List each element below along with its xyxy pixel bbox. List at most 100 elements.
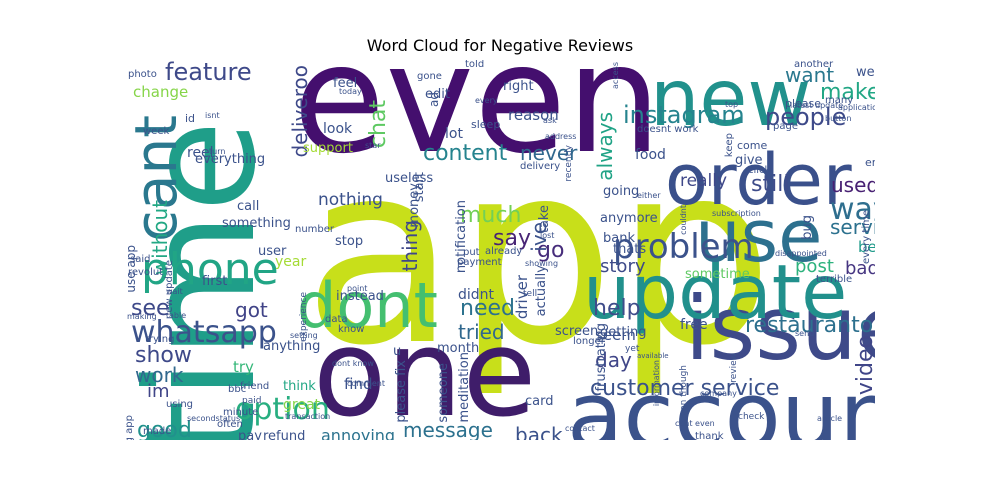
word-every: every (475, 96, 498, 105)
word-u: u (393, 344, 402, 359)
word-comment: comment (347, 379, 386, 388)
word-first: first (202, 274, 228, 289)
word-thank: thank (695, 431, 724, 441)
word-getting: getting (600, 325, 647, 340)
word-reel: reel (187, 145, 214, 161)
word-lost: lost (540, 231, 555, 240)
word-data: data (325, 314, 348, 325)
word-check: check (738, 412, 765, 422)
word-able: able (169, 311, 187, 320)
word-need: need (460, 296, 515, 321)
word-seem: seem (595, 326, 636, 344)
word-number: number (295, 224, 335, 235)
word-option: option (235, 392, 330, 427)
word-back: back (515, 423, 563, 440)
word-try: try (233, 358, 254, 376)
word-bbc: bbc (228, 384, 247, 395)
word-think: think (283, 379, 316, 394)
word-thats: thats (613, 242, 647, 257)
word-useless: useless (385, 171, 434, 186)
word-restauranto: restauranto (745, 313, 874, 338)
word-already: already (485, 246, 523, 257)
word-better: better (858, 238, 875, 256)
word-feature: feature (165, 60, 252, 86)
word-way: way (830, 192, 875, 227)
word-give: give (735, 153, 763, 168)
word-user: user (258, 244, 287, 259)
word-story: story (600, 256, 646, 277)
word-phone: phone (141, 244, 279, 295)
word-card: card (525, 394, 554, 409)
word-sometime: sometime (685, 267, 750, 282)
word-etc: etc (790, 437, 802, 441)
word-click: click (748, 165, 771, 176)
word-week: week (143, 126, 170, 137)
word-instagram: instagram (623, 101, 745, 129)
word-well: well (856, 65, 875, 80)
word-made: made (143, 426, 172, 437)
word-show: show (135, 343, 192, 368)
word-video: video (853, 335, 875, 396)
word-screen: screen (555, 324, 599, 339)
word-look: look (323, 121, 353, 137)
word-app: app (303, 109, 774, 400)
word-right: right (503, 79, 534, 94)
word-good: good (137, 418, 192, 441)
word-address: address (545, 132, 577, 141)
word-payment: payment (457, 257, 502, 268)
word-revolut: revolut (128, 267, 164, 278)
word-send: send (795, 329, 815, 338)
word-month: month (437, 341, 480, 356)
word-trying: trying (145, 334, 175, 345)
word-bug: bug (800, 215, 815, 240)
word-work: work (135, 363, 184, 387)
word-minute: minute (223, 407, 259, 418)
word-using: using (166, 399, 194, 410)
word-couldnt: couldnt (679, 205, 688, 235)
word-recently: recently (564, 145, 574, 182)
word-used: used (831, 173, 875, 197)
word-secondstatus: secondstatus (187, 414, 241, 423)
word-article: article (817, 414, 843, 423)
word-making: making (127, 312, 157, 321)
word-transaction: transaction (285, 412, 331, 421)
word-call: call (237, 199, 260, 214)
word-ad: ad (427, 92, 441, 107)
word-point: point (347, 284, 368, 293)
word-new: new (650, 60, 812, 144)
word-content: content (423, 141, 508, 166)
word-even: even (293, 60, 662, 187)
word-friend: friend (240, 381, 270, 392)
word-turn: turn (209, 147, 226, 156)
word-post: post (795, 256, 834, 277)
word-issue: issue (685, 277, 875, 380)
word-using-app: using app (125, 415, 135, 440)
word-lot: lot (445, 126, 463, 142)
word-really: really (680, 171, 727, 191)
word-terrible: terrible (816, 274, 853, 285)
word-something: something (222, 216, 291, 231)
word-application: application (838, 103, 875, 112)
word-update: update (583, 248, 848, 336)
word-order: order (665, 139, 852, 221)
word-always: always (593, 112, 617, 181)
word-never: never (520, 141, 578, 165)
word-sleep: sleep (471, 118, 501, 131)
word-everything: everything (195, 152, 266, 167)
word-refund: refund (263, 429, 306, 440)
word-come: come (737, 139, 768, 152)
word-cloud: apptimeevenoneaccountordernewissueupdate… (125, 60, 875, 440)
word-please: please (785, 97, 822, 110)
word-service: service (830, 215, 875, 239)
word-paid: paid (242, 396, 262, 406)
word-tell: tell (523, 289, 538, 299)
word-even-though: even though (679, 365, 689, 422)
word-keep: keep (724, 133, 735, 158)
word-doesnt-work: doesnt work (637, 124, 699, 135)
word-make: make (820, 80, 875, 105)
word-got: got (235, 298, 268, 322)
word-company: company (700, 389, 737, 398)
word-help: help (593, 296, 641, 321)
word-button: button (825, 114, 852, 123)
word-whatsapp: whatsapp (131, 315, 277, 350)
